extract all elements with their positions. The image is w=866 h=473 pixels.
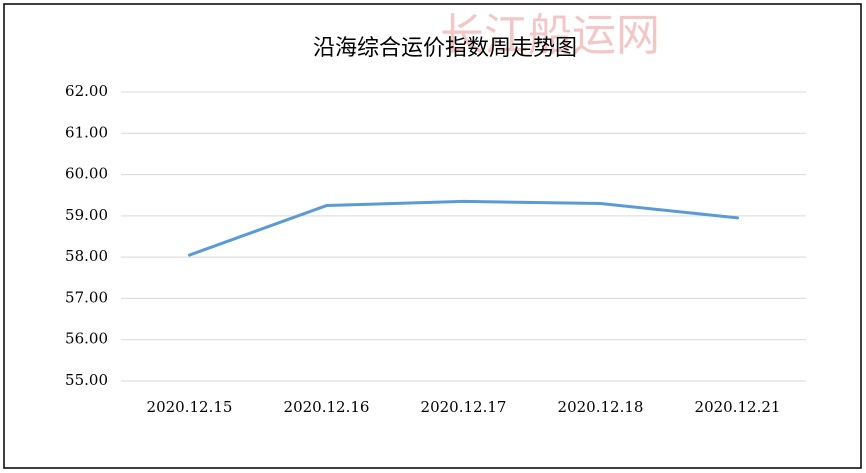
x-tick-label: 2020.12.15 (147, 398, 233, 416)
y-tick-label: 62.00 (65, 82, 108, 100)
x-tick-label: 2020.12.16 (284, 398, 370, 416)
chart-border (3, 3, 862, 469)
x-tick-label: 2020.12.17 (421, 398, 507, 416)
y-tick-label: 57.00 (65, 288, 108, 306)
y-tick-label: 60.00 (65, 165, 108, 183)
y-tick-label: 61.00 (65, 123, 108, 141)
y-tick-label: 58.00 (65, 247, 108, 265)
x-tick-label: 2020.12.21 (695, 398, 781, 416)
x-tick-label: 2020.12.18 (558, 398, 644, 416)
line-series (188, 199, 739, 257)
y-tick-label: 56.00 (65, 330, 108, 348)
y-tick-label: 55.00 (65, 371, 108, 389)
y-tick-label: 59.00 (65, 206, 108, 224)
chart-title: 沿海综合运价指数周走势图 (313, 36, 577, 61)
watermark: 长江船运网 (440, 10, 660, 61)
